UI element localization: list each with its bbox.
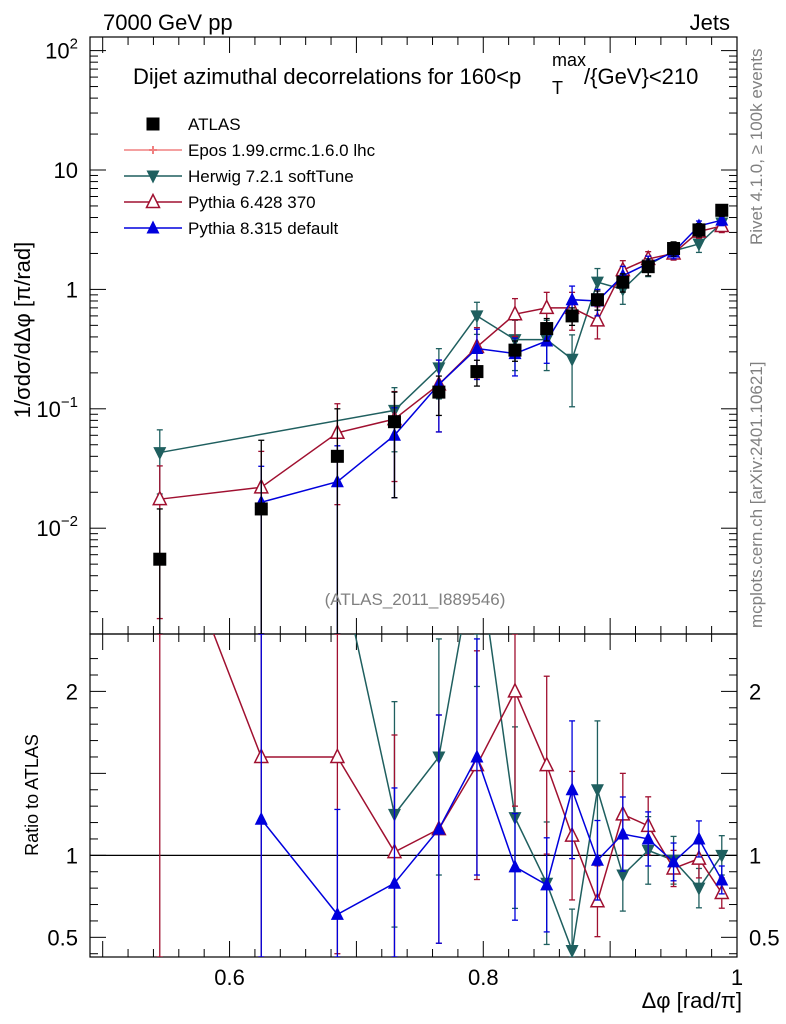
pythia-8-315-default-ratio-point — [616, 826, 630, 840]
pythia-8-315-default-ratio-point — [470, 749, 484, 763]
y-axis-label: 1/σdσ/dΔφ [π/rad] — [10, 242, 35, 418]
legend-marker-atlas — [146, 117, 160, 131]
atlas-point — [387, 415, 401, 429]
pythia-6-428-370-ratio-point — [507, 682, 523, 698]
y-label-100: 102 — [45, 36, 78, 64]
pythia-8-315-default-ratio-point — [715, 872, 729, 886]
atlas-point — [470, 365, 484, 379]
y-label-1: 1 — [66, 277, 78, 302]
ratio-tick-label-left: 1 — [66, 843, 78, 868]
pythia-8-315-default-ratio-point — [508, 859, 522, 873]
herwig-7-2-1-softtune-line — [159, 222, 723, 454]
y-label-0.1: 10−1 — [36, 394, 78, 422]
y-label-10: 10 — [54, 158, 78, 183]
pythia-8-315-default-point — [470, 340, 484, 354]
pythia-6-428-370-point — [152, 490, 168, 506]
atlas-point — [692, 223, 706, 237]
pythia-6-428-370-ratio-point — [538, 755, 555, 772]
legend-label-pythia-6-428-370: Pythia 6.428 370 — [188, 193, 316, 212]
pythia-8-315-default-ratio-point — [565, 782, 579, 796]
analysis-id: (ATLAS_2011_I889546) — [325, 590, 506, 609]
atlas-point — [565, 309, 579, 323]
herwig-7-2-1-softtune-ratio-point — [692, 882, 706, 896]
herwig-7-2-1-softtune-point — [153, 447, 167, 461]
atlas-point — [432, 385, 446, 399]
legend-marker-epos-1-99-crmc-1-6-0-lhc — [149, 146, 157, 154]
x-tick-label: 1 — [731, 965, 743, 990]
pythia-8-315-default-ratio-point — [692, 831, 706, 845]
atlas-point — [667, 242, 681, 256]
pythia-8-315-default-ratio-line — [260, 755, 723, 916]
legend: ATLAS Epos 1.99.crmc.1.6.0 lhc Herwig 7.2.… — [124, 115, 376, 238]
atlas-point — [254, 502, 268, 516]
pythia-6-428-370-point — [589, 311, 606, 327]
pythia-8-315-default-ratio-point — [540, 877, 554, 891]
legend-label-epos-1-99-crmc-1-6-0-lhc: Epos 1.99.crmc.1.6.0 lhc — [188, 141, 376, 160]
atlas-point — [540, 322, 554, 336]
ratio-axis-label: Ratio to ATLAS — [22, 734, 42, 856]
atlas-point — [641, 260, 655, 274]
atlas-point — [153, 552, 167, 566]
ratio-tick-label-right: 1 — [749, 843, 761, 868]
herwig-7-2-1-softtune-point — [565, 353, 579, 367]
rivet-label: Rivet 4.1.0, ≥ 100k events — [747, 49, 766, 245]
ratio-tick-label-right: 2 — [749, 679, 761, 704]
x-tick-label: 0.6 — [214, 965, 245, 990]
title-end: /{GeV}<210 — [584, 64, 698, 89]
pythia-8-315-default-ratio-point — [254, 811, 268, 825]
herwig-7-2-1-softtune-ratio-point — [616, 869, 630, 883]
pythia-6-428-370-ratio-line — [212, 634, 723, 904]
ratio-panel: 0.6 0.8 10.5 0.51 12 2 — [47, 538, 780, 990]
main-data — [152, 203, 730, 634]
pythia-8-315-default-ratio-point — [590, 852, 604, 866]
ratio-frame — [89, 633, 738, 958]
atlas-point — [616, 275, 630, 289]
plot-title: Dijet azimuthal decorrelations for 160<p… — [133, 50, 698, 98]
pythia-8-315-default-ratio-point — [432, 821, 446, 835]
pythia-8-315-default-ratio-point — [641, 831, 655, 845]
atlas-point — [508, 343, 522, 357]
herwig-7-2-1-softtune-ratio-point — [590, 784, 604, 798]
pythia-6-428-370-point — [538, 298, 555, 315]
ratio-tick-label-left: 0.5 — [47, 925, 78, 950]
herwig-7-2-1-softtune-point — [692, 238, 706, 252]
legend-marker-pythia-8-315-default — [146, 220, 160, 234]
legend-marker-herwig-7-2-1-softtune — [146, 170, 160, 184]
atlas-point — [715, 203, 729, 217]
herwig-7-2-1-softtune-ratio-point — [470, 538, 483, 551]
pythia-8-315-default-ratio-point — [330, 906, 344, 920]
main-panel: 102 10 1 10−1 10−2 — [36, 36, 738, 635]
legend-label-herwig-7-2-1-softtune: Herwig 7.2.1 softTune — [188, 167, 354, 186]
ratio-tick-label-left: 2 — [66, 679, 78, 704]
ratio-tick-label-right: 0.5 — [749, 925, 780, 950]
energy-label: 7000 GeV pp — [103, 10, 233, 35]
pythia-8-315-default-point — [565, 292, 579, 306]
legend-label-pythia-8-315-default: Pythia 8.315 default — [188, 219, 339, 238]
herwig-7-2-1-softtune-point — [590, 276, 604, 290]
pythia-6-428-370-point — [507, 305, 523, 321]
category-label: Jets — [690, 10, 730, 35]
herwig-7-2-1-softtune-point — [470, 310, 484, 324]
y-label-0.01: 10−2 — [36, 513, 78, 541]
atlas-point — [590, 293, 604, 307]
legend-label-atlas: ATLAS — [188, 115, 241, 134]
mcplots-label: mcplots.cern.ch [arXiv:2401.10621] — [747, 362, 766, 628]
x-axis-label: Δφ [rad/π] — [642, 988, 742, 1013]
pythia-8-315-default-point — [715, 212, 729, 226]
herwig-7-2-1-softtune-ratio-point — [715, 849, 729, 863]
x-tick-label: 0.8 — [468, 965, 499, 990]
atlas-point — [330, 449, 344, 463]
pythia-8-315-default-ratio-point — [667, 854, 681, 868]
title-sup: max — [552, 50, 586, 70]
herwig-7-2-1-softtune-ratio-point — [565, 944, 579, 957]
legend-marker-pythia-6-428-370 — [145, 192, 161, 209]
pythia-8-315-default-ratio-point — [387, 875, 401, 889]
ratio-data — [156, 538, 730, 957]
title-sub: T — [552, 78, 563, 98]
title-main: Dijet azimuthal decorrelations for 160<p — [133, 64, 521, 89]
pythia-6-428-370-ratio-point — [329, 747, 346, 764]
